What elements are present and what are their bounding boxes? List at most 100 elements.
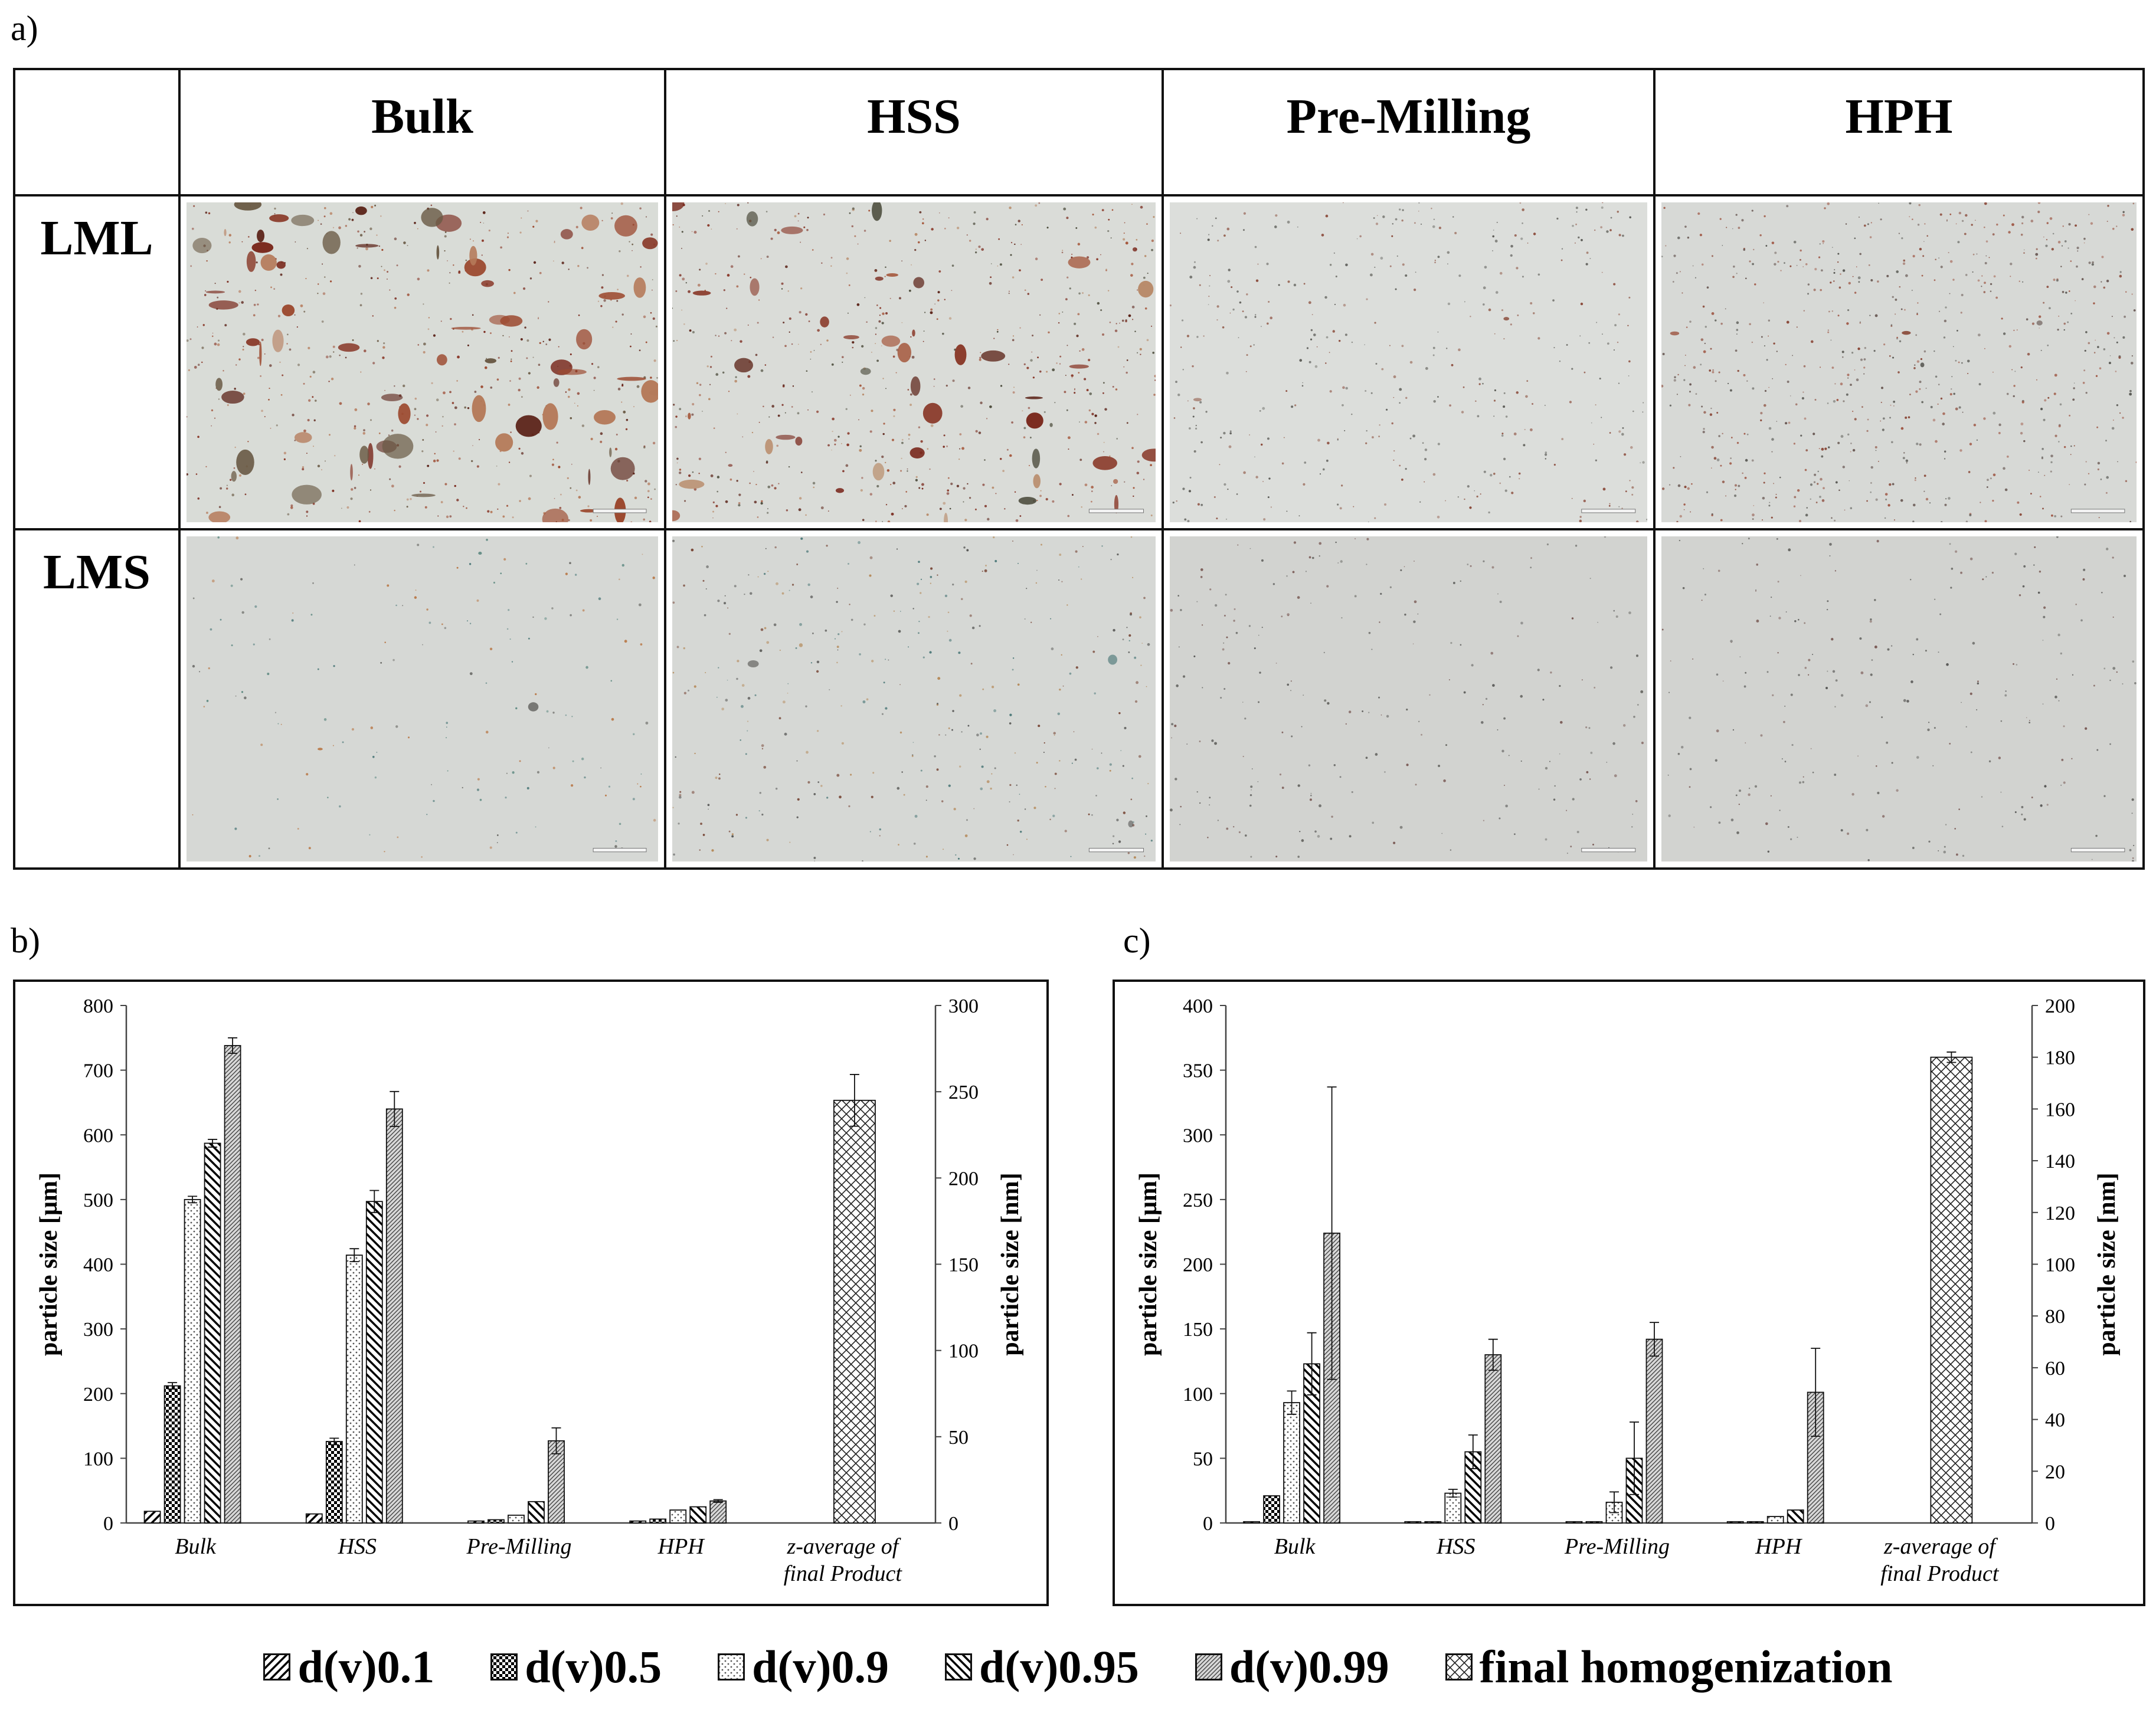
- chart-c-tick-label-right: 180: [2045, 1047, 2075, 1069]
- chart-b-tick-label-right: 250: [948, 1082, 979, 1103]
- legend-swatch: [263, 1653, 291, 1681]
- micrograph-lml-hph: [1653, 194, 2145, 530]
- chart-b-bar: [345, 1254, 363, 1524]
- chart-b-bar: [325, 1440, 343, 1524]
- chart-b-bar: [488, 1519, 505, 1524]
- chart-b-bar: [508, 1514, 525, 1524]
- chart-c-tick-label-right: 20: [2045, 1461, 2065, 1483]
- legend-label: d(v)0.1: [297, 1641, 435, 1692]
- chart-c-tick-label-left: 50: [1193, 1448, 1213, 1470]
- chart-c-bar: [1766, 1516, 1784, 1524]
- chart-b-category-label: Bulk: [175, 1534, 217, 1559]
- chart-b-category-label: Pre-Milling: [466, 1534, 572, 1559]
- chart-c-bar: [1565, 1521, 1583, 1524]
- chart-c-tick-label-left: 250: [1183, 1190, 1213, 1211]
- chart-c-category-label: HSS: [1436, 1534, 1475, 1559]
- chart-b-bar: [528, 1501, 545, 1524]
- chart-c-bar: [1243, 1521, 1261, 1524]
- chart-c-category-label: z-average of: [1883, 1534, 1998, 1559]
- legend-swatch: [1195, 1653, 1222, 1681]
- chart-b: 0 100 200 300 400 500 600 700 800 0 50 100 150 200 250…: [13, 980, 1049, 1606]
- chart-b-bar: [305, 1513, 323, 1524]
- chart-b-category-label: HPH: [657, 1534, 706, 1559]
- legend-label: d(v)0.9: [752, 1641, 889, 1692]
- chart-c-ylabel-right: particle size [nm]: [2093, 1172, 2121, 1355]
- chart-c-tick-label-right: 60: [2045, 1358, 2065, 1380]
- chart-c-bar: [1283, 1402, 1301, 1524]
- chart-b-bar: [649, 1518, 667, 1524]
- chart-c-tick-label-right: 40: [2045, 1410, 2065, 1432]
- micrograph-image: [1661, 202, 2137, 522]
- chart-b-tick-label-right: 150: [948, 1254, 979, 1276]
- chart-b-tick-label-left: 700: [83, 1060, 113, 1082]
- chart-b-bar: [629, 1520, 647, 1524]
- micrograph-grid: Bulk HSS Pre-Milling HPH LML LMS: [13, 68, 2145, 870]
- chart-b-bar: [224, 1045, 241, 1524]
- chart-c-tick-label-left: 150: [1183, 1319, 1213, 1341]
- chart-b-ylabel-right: particle size [nm]: [997, 1172, 1024, 1355]
- chart-b-tick-label-left: 800: [83, 995, 113, 1017]
- chart-c-bar: [1444, 1492, 1462, 1524]
- column-header-bulk: Bulk: [178, 68, 666, 196]
- legend-swatch: [1445, 1653, 1473, 1681]
- grid-corner: [13, 68, 181, 196]
- chart-c-bar: [1726, 1521, 1744, 1524]
- chart-b-bar: [385, 1108, 403, 1524]
- legend-item: d(v)0.9: [718, 1640, 889, 1693]
- chart-c-tick-label-left: 400: [1183, 995, 1213, 1017]
- chart-c: 0 50 100 150 200 250 300 350 400 0 20 40 60 80 100 120 1…: [1113, 980, 2145, 1606]
- micrograph-image: [672, 536, 1156, 861]
- chart-c-bar: [1424, 1521, 1442, 1524]
- chart-c-tick-label-left: 200: [1183, 1254, 1213, 1276]
- micrograph-lms-hph: [1653, 528, 2145, 870]
- chart-c-tick-label-right: 0: [2045, 1513, 2055, 1535]
- micrograph-lms-pre-milling: [1162, 528, 1656, 870]
- micrograph-image: [672, 202, 1156, 522]
- chart-c-bar: [1404, 1521, 1422, 1524]
- chart-b-bar: [204, 1142, 221, 1524]
- chart-b-tick-label-left: 0: [103, 1513, 113, 1535]
- chart-c-bar: [1930, 1056, 1973, 1524]
- chart-b-bar: [163, 1385, 181, 1524]
- chart-c-tick-label-left: 0: [1203, 1513, 1213, 1535]
- chart-b-tick-label-left: 400: [83, 1254, 113, 1276]
- legend-label: final homogenization: [1479, 1641, 1893, 1692]
- chart-b-bar: [467, 1520, 485, 1524]
- panel-label-c: c): [1123, 921, 1151, 960]
- legend-item: final homogenization: [1445, 1640, 1893, 1693]
- chart-c-plot: 0 50 100 150 200 250 300 350 400 0 20 40 60 80 100 120 1…: [1135, 995, 2121, 1586]
- chart-b-bar: [709, 1500, 727, 1524]
- micrograph-image: [1661, 536, 2137, 861]
- chart-c-tick-label-left: 100: [1183, 1384, 1213, 1406]
- legend-item: d(v)0.5: [490, 1640, 662, 1693]
- legend-item: d(v)0.99: [1195, 1640, 1389, 1693]
- chart-c-tick-label-right: 100: [2045, 1254, 2075, 1276]
- chart-c-tick-label-right: 200: [2045, 995, 2075, 1017]
- micrograph-image: [187, 202, 658, 522]
- row-header-lml: LML: [13, 194, 181, 530]
- micrograph-lml-pre-milling: [1162, 194, 1656, 530]
- chart-c-category-label: HPH: [1755, 1534, 1803, 1559]
- chart-c-bar: [1746, 1521, 1764, 1524]
- chart-b-tick-label-left: 100: [83, 1448, 113, 1470]
- chart-c-tick-label-left: 300: [1183, 1125, 1213, 1147]
- chart-c-bar: [1484, 1354, 1502, 1524]
- chart-b-tick-label-right: 300: [948, 995, 979, 1017]
- chart-b-tick-label-right: 0: [948, 1513, 958, 1535]
- chart-c-category-label: Bulk: [1274, 1534, 1316, 1559]
- chart-b-tick-label-right: 100: [948, 1341, 979, 1362]
- column-header-pre-milling: Pre-Milling: [1162, 68, 1656, 196]
- column-header-hss: HSS: [664, 68, 1164, 196]
- chart-c-bar: [1787, 1509, 1804, 1524]
- micrograph-lml-bulk: [178, 194, 666, 530]
- row-header-lms: LMS: [13, 528, 181, 870]
- chart-b-tick-label-left: 300: [83, 1319, 113, 1341]
- chart-c-svg: 0 50 100 150 200 250 300 350 400 0 20 40 60 80 100 120 1…: [1135, 995, 2121, 1586]
- chart-c-bar: [1645, 1338, 1663, 1524]
- chart-c-category-label: final Product: [1880, 1561, 2000, 1586]
- chart-b-plot: 0 100 200 300 400 500 600 700 800 0 50 100 150 200 250…: [35, 995, 1024, 1586]
- legend-label: d(v)0.99: [1229, 1641, 1389, 1692]
- chart-c-tick-label-left: 350: [1183, 1060, 1213, 1082]
- chart-b-bar: [548, 1440, 565, 1524]
- legend-item: d(v)0.1: [263, 1640, 434, 1693]
